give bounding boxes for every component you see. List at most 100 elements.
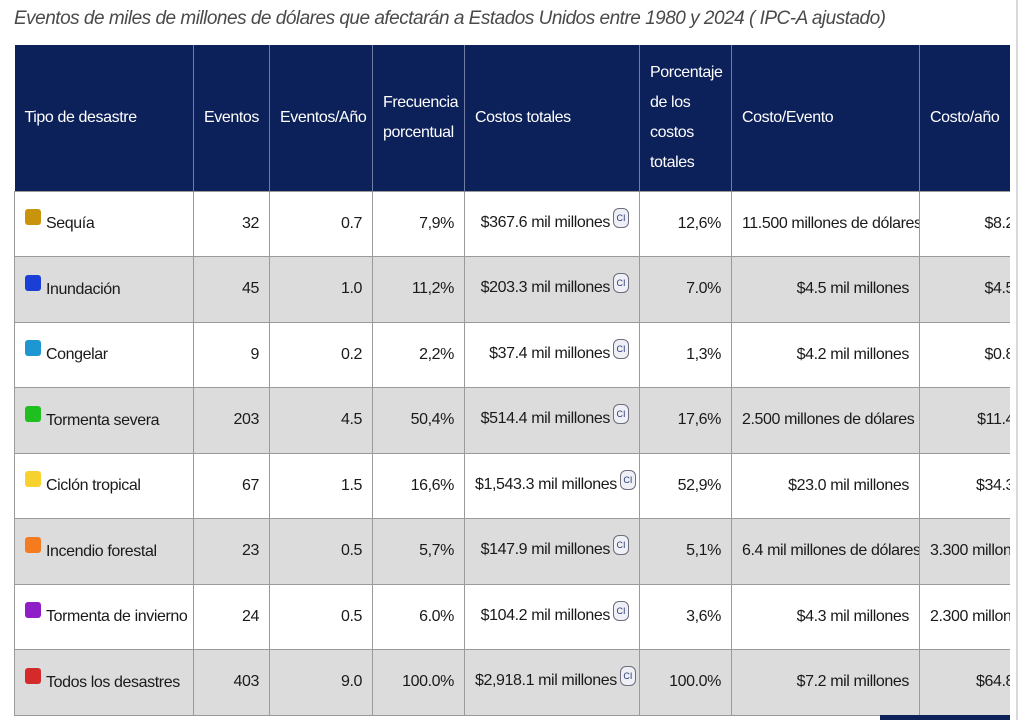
confidence-interval-icon[interactable]: CI <box>613 404 629 425</box>
confidence-interval-icon[interactable]: CI <box>613 207 629 228</box>
percent-cost-cell-value: 7.0% <box>686 280 721 298</box>
total-cost-cell: $203.3 mil millones CI <box>464 256 640 323</box>
disaster-type-cell: Ciclón tropical <box>14 452 194 519</box>
header-events-per-year: Eventos/Año <box>269 45 373 191</box>
total-cost-cell: $147.9 mil millones CI <box>464 518 640 585</box>
cost-per-year-cell: 2.300 millone <box>919 583 1010 650</box>
percent-cost-cell: 52,9% <box>639 452 732 519</box>
cost-per-event-cell: 2.500 millones de dólares <box>731 387 920 454</box>
cost-per-event-cell-value: $4.2 mil millones <box>796 345 910 363</box>
cost-per-year-cell: $11.4 <box>919 387 1010 454</box>
percent-cost-cell: 1,3% <box>639 321 732 388</box>
frequency-cell-value: 50,4% <box>410 411 455 429</box>
header-disaster-type: Tipo de desastre <box>14 45 194 191</box>
scrollbar[interactable] <box>1010 0 1024 720</box>
percent-cost-cell: 7.0% <box>639 256 732 323</box>
events-cell: 67 <box>193 452 270 519</box>
disaster-type-label: Tormenta de invierno <box>46 608 188 626</box>
total-cost-cell-value: $367.6 mil millones <box>480 213 611 231</box>
frequency-cell-value: 5,7% <box>419 542 454 560</box>
events-cell: 45 <box>193 256 270 323</box>
color-swatch-icon <box>25 471 41 488</box>
frequency-cell: 7,9% <box>372 190 465 257</box>
cost-per-year-cell: $0.8 <box>919 321 1010 388</box>
color-swatch-icon <box>25 209 41 226</box>
total-cost-cell-value: $37.4 mil millones <box>489 344 610 362</box>
horizontal-scroll-indicator[interactable] <box>880 715 1010 720</box>
disaster-type-label: Inundación <box>46 280 121 298</box>
events-per-year-cell: 1.5 <box>269 452 373 519</box>
events-per-year-cell-value: 0.5 <box>340 542 362 560</box>
events-cell-value: 203 <box>233 411 260 429</box>
cost-per-year-cell: 3.300 millone <box>919 518 1010 585</box>
total-cost-cell-value: $514.4 mil millones <box>480 410 611 428</box>
cost-per-year-cell: $34.3 <box>919 452 1010 519</box>
confidence-interval-icon[interactable]: CI <box>613 338 629 359</box>
confidence-interval-icon[interactable]: CI <box>613 600 629 621</box>
frequency-cell-value: 100.0% <box>402 673 454 691</box>
cost-per-event-cell: 6.4 mil millones de dólares <box>731 518 920 585</box>
disaster-type-label: Sequía <box>46 215 95 233</box>
disaster-type-label: Incendio forestal <box>46 542 157 560</box>
disaster-type-cell: Todos los desastres <box>14 649 194 716</box>
disaster-type-label: Ciclón tropical <box>46 477 141 495</box>
total-cost-cell-value: $2,918.1 mil millones <box>475 672 617 690</box>
total-cost-cell-value: $104.2 mil millones <box>480 606 611 624</box>
events-cell: 9 <box>193 321 270 388</box>
table-caption: Eventos de miles de millones de dólares … <box>14 8 886 29</box>
header-row: Tipo de desastre Eventos Eventos/Año Frecue… <box>14 45 1010 191</box>
events-per-year-cell: 0.5 <box>269 583 373 650</box>
frequency-cell: 6.0% <box>372 583 465 650</box>
frequency-cell-value: 7,9% <box>419 214 454 232</box>
cost-per-event-cell: $23.0 mil millones <box>731 452 920 519</box>
table-row: Sequía 32 0.7 7,9% $367.6 mil millones CI 12,6… <box>14 190 1010 257</box>
events-per-year-cell: 9.0 <box>269 649 373 716</box>
confidence-interval-icon[interactable]: CI <box>613 535 629 556</box>
confidence-interval-icon[interactable]: CI <box>619 666 636 687</box>
frequency-cell: 2,2% <box>372 321 465 388</box>
cost-per-event-cell-value: $7.2 mil millones <box>796 673 910 691</box>
percent-cost-cell: 3,6% <box>639 583 732 650</box>
frequency-cell-value: 11,2% <box>411 280 455 298</box>
confidence-interval-icon[interactable]: CI <box>619 469 636 490</box>
events-per-year-cell: 1.0 <box>269 256 373 323</box>
percent-cost-cell: 100.0% <box>639 649 732 716</box>
percent-cost-cell-value: 100.0% <box>669 673 721 691</box>
frequency-cell-value: 2,2% <box>419 345 454 363</box>
cost-per-year-cell-value: $4.5 <box>984 280 1010 298</box>
header-frequency: Frecuencia porcentual <box>372 45 465 191</box>
percent-cost-cell-value: 5,1% <box>686 542 721 560</box>
events-cell-value: 67 <box>242 476 259 494</box>
color-swatch-icon <box>25 274 41 291</box>
table-row: Incendio forestal 23 0.5 5,7% $147.9 mil mil… <box>14 518 1010 585</box>
events-per-year-cell: 0.2 <box>269 321 373 388</box>
color-swatch-icon <box>25 602 41 619</box>
confidence-interval-icon[interactable]: CI <box>613 273 629 294</box>
disaster-type-cell: Inundación <box>14 256 194 323</box>
table-row: Tormenta de invierno 24 0.5 6.0% $104.2 mil … <box>14 583 1010 650</box>
disaster-type-cell: Tormenta de invierno <box>14 583 194 650</box>
header-total-costs: Costos totales <box>464 45 640 191</box>
frequency-cell: 5,7% <box>372 518 465 585</box>
cost-per-event-cell-value: 2.500 millones de dólares <box>742 411 915 429</box>
header-events: Eventos <box>193 45 270 191</box>
events-per-year-cell-value: 0.7 <box>340 214 362 232</box>
events-cell-value: 403 <box>233 673 260 691</box>
table-row: Ciclón tropical 67 1.5 16,6% $1,543.3 mil mi… <box>14 452 1010 519</box>
percent-cost-cell-value: 12,6% <box>677 214 722 232</box>
color-swatch-icon <box>25 405 41 422</box>
percent-cost-cell-value: 52,9% <box>677 476 722 494</box>
cost-per-event-cell-value: $4.3 mil millones <box>796 607 910 625</box>
disaster-table-container[interactable]: Tipo de desastre Eventos Eventos/Año Frecue… <box>14 45 1010 720</box>
total-cost-cell: $37.4 mil millones CI <box>464 321 640 388</box>
cost-per-event-cell: $4.3 mil millones <box>731 583 920 650</box>
events-cell-value: 9 <box>250 345 260 363</box>
events-per-year-cell: 4.5 <box>269 387 373 454</box>
events-per-year-cell: 0.7 <box>269 190 373 257</box>
table-row: Inundación 45 1.0 11,2% $203.3 mil millones C… <box>14 256 1010 323</box>
cost-per-year-cell-value: 2.300 millone <box>930 607 1010 625</box>
events-cell-value: 24 <box>242 607 259 625</box>
frequency-cell: 50,4% <box>372 387 465 454</box>
cost-per-year-cell: $4.5 <box>919 256 1010 323</box>
table-row: Congelar 9 0.2 2,2% $37.4 mil millones CI 1,3%… <box>14 321 1010 388</box>
